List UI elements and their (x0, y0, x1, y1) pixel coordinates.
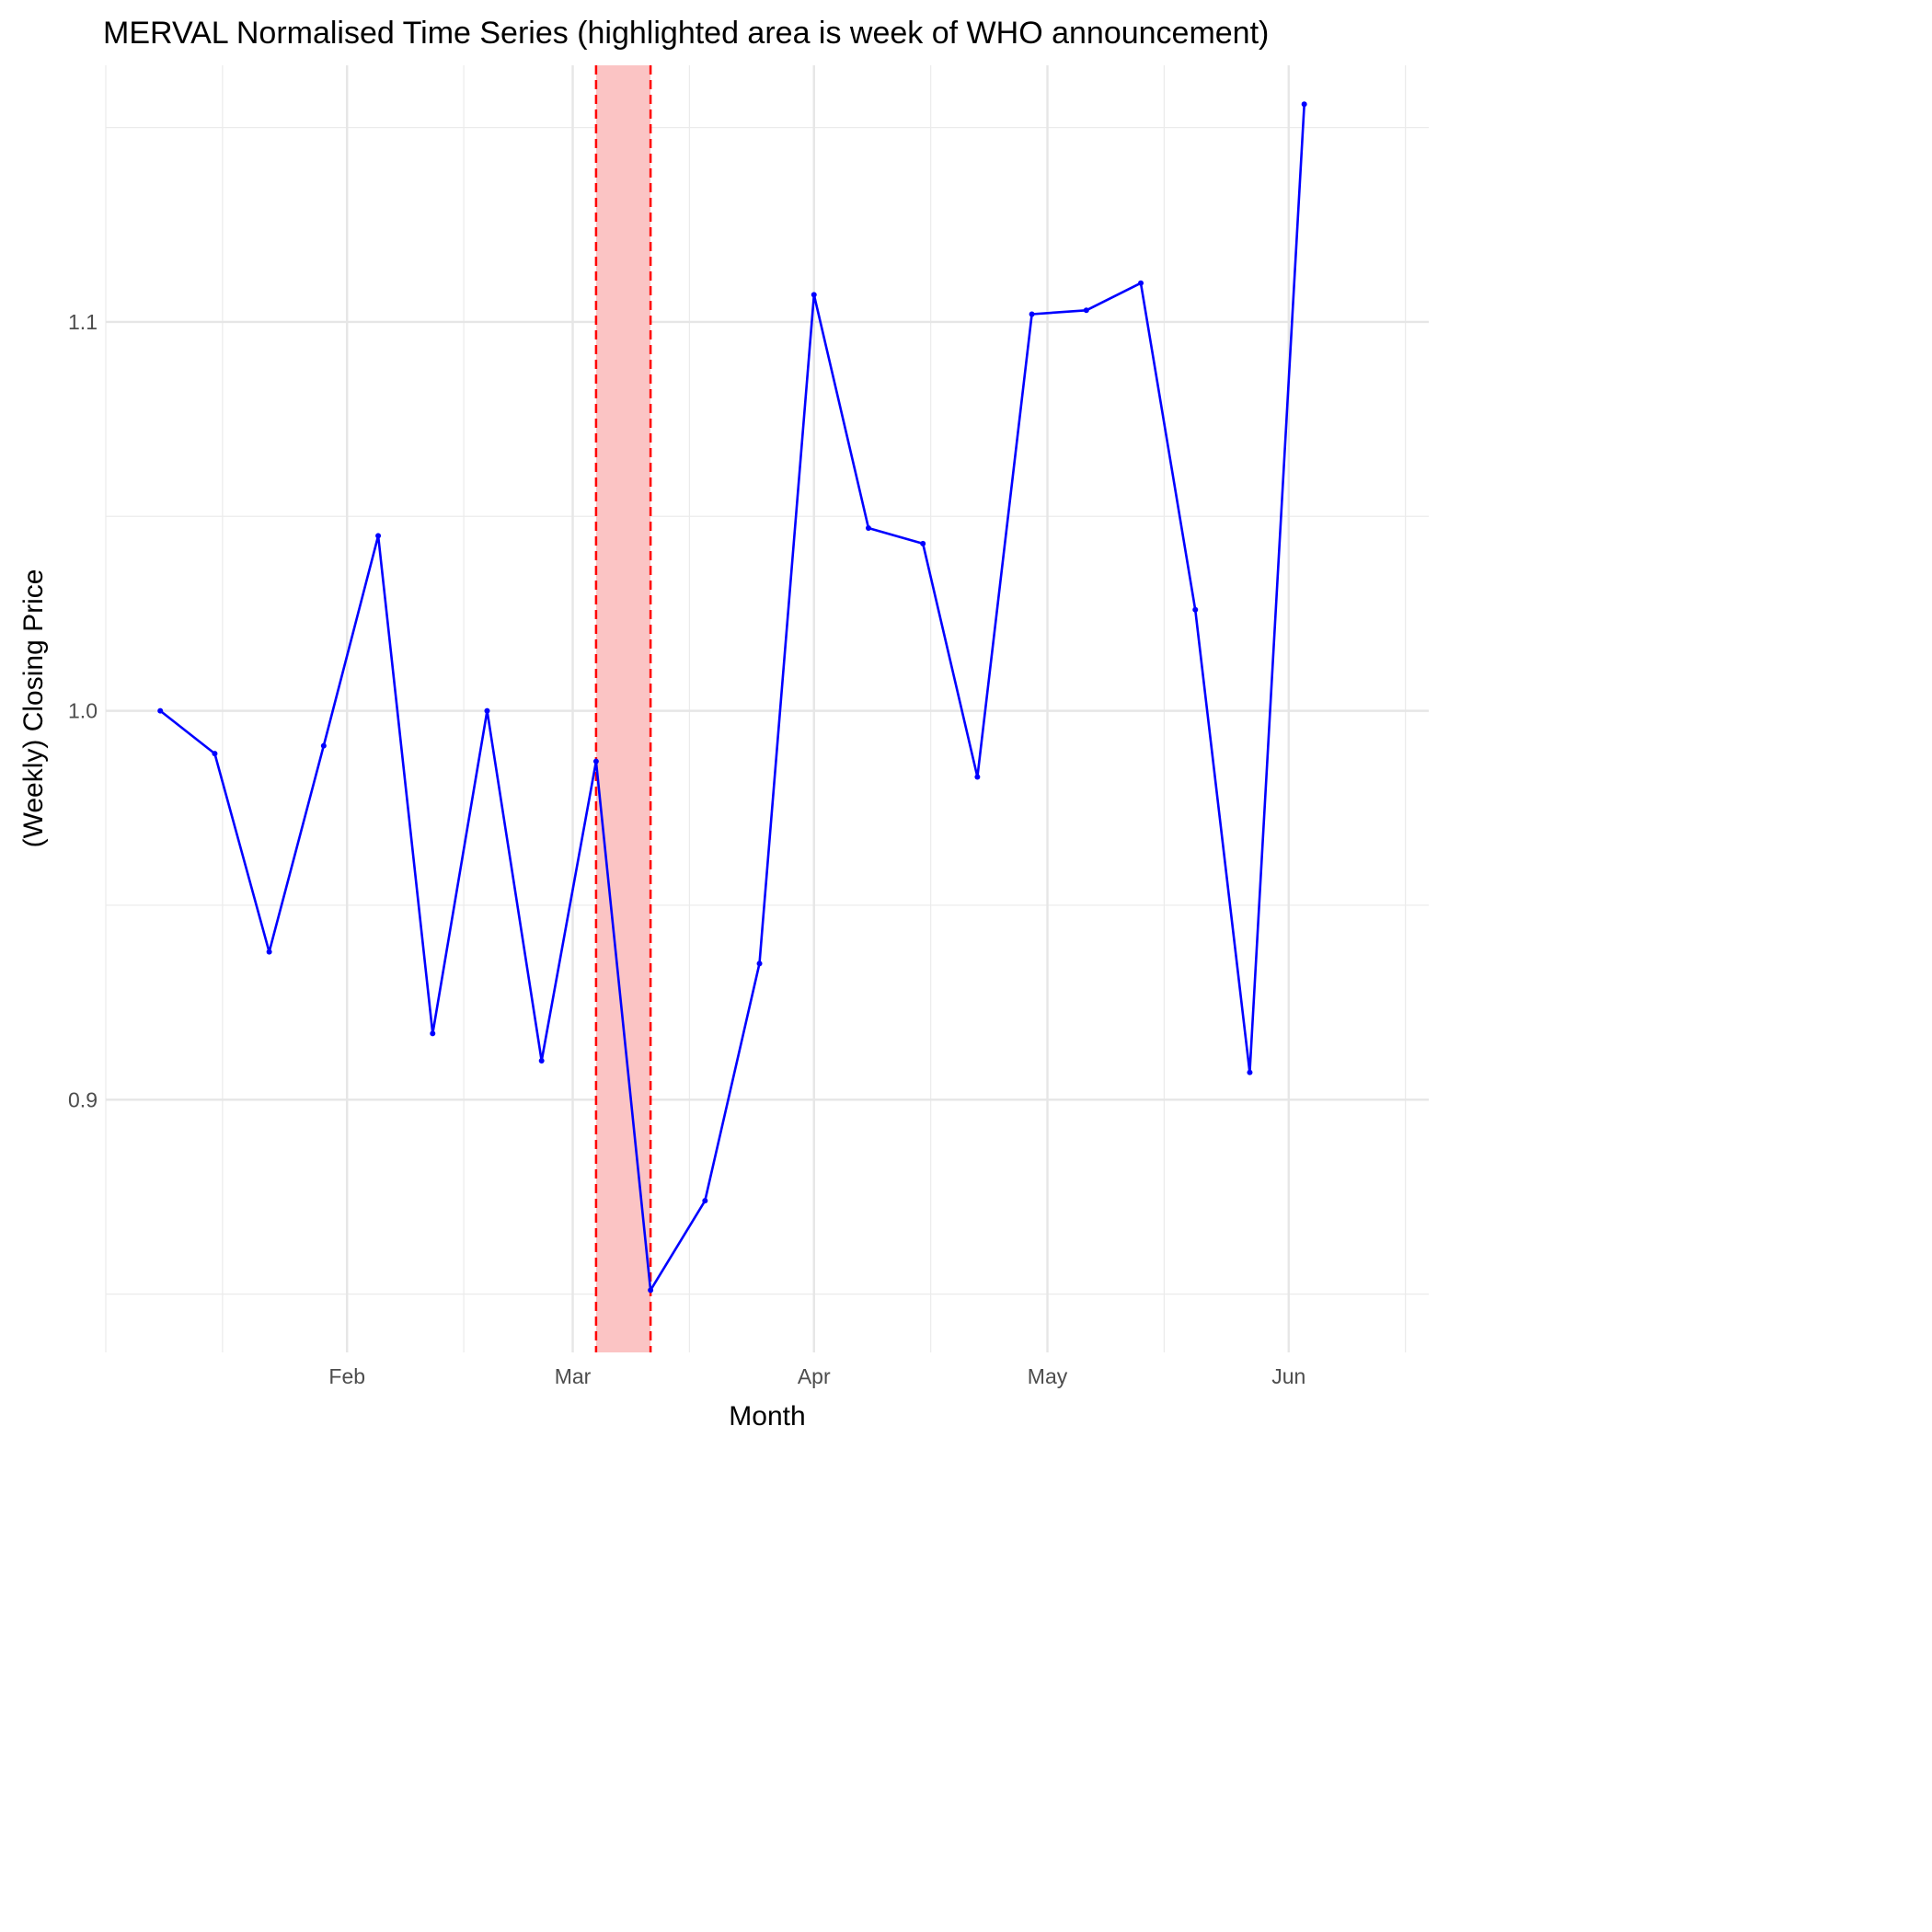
series-line (159, 104, 1305, 1292)
x-tick-label: May (1028, 1364, 1068, 1388)
line-chart: 0.9 1.0 1.1 Feb Mar Apr May Jun MERVAL Normalis… (18, 16, 1429, 1432)
data-point (320, 742, 327, 749)
data-point (538, 1058, 545, 1064)
highlight-band (594, 65, 652, 1352)
data-point (1138, 280, 1144, 286)
x-tick-label: Apr (798, 1364, 831, 1388)
data-point (592, 758, 599, 765)
data-point (756, 960, 763, 967)
data-point (865, 524, 871, 531)
data-point (1301, 101, 1307, 108)
x-tick-label: Mar (555, 1364, 592, 1388)
data-point (375, 533, 382, 539)
data-point (484, 707, 490, 714)
y-tick-label: 0.9 (68, 1087, 98, 1111)
data-point (920, 540, 926, 546)
data-point (1192, 606, 1199, 613)
y-tick-label: 1.1 (68, 310, 98, 334)
data-point (1247, 1069, 1253, 1075)
data-point (1083, 307, 1089, 314)
series-layer (157, 101, 1307, 1294)
axis-labels: 0.9 1.0 1.1 Feb Mar Apr May Jun (68, 310, 1305, 1388)
data-point (974, 774, 981, 780)
y-axis-title: (Weekly) Closing Price (18, 569, 49, 848)
data-point (266, 949, 272, 955)
data-point (157, 707, 164, 714)
chart-container: 0.9 1.0 1.1 Feb Mar Apr May Jun MERVAL Normalis… (18, 16, 1429, 1432)
data-point (1029, 311, 1035, 317)
chart-title: MERVAL Normalised Time Series (highlight… (103, 16, 1269, 51)
data-point (430, 1030, 436, 1037)
x-tick-label: Jun (1271, 1364, 1305, 1388)
y-tick-label: 1.0 (68, 699, 98, 723)
x-axis-title: Month (729, 1401, 805, 1432)
who-announcement-week-band (595, 65, 651, 1352)
grid-lines (105, 65, 1429, 1352)
data-point (648, 1287, 654, 1294)
data-point (811, 292, 817, 298)
x-tick-label: Feb (328, 1364, 365, 1388)
data-point (212, 751, 218, 757)
data-point (702, 1198, 708, 1204)
